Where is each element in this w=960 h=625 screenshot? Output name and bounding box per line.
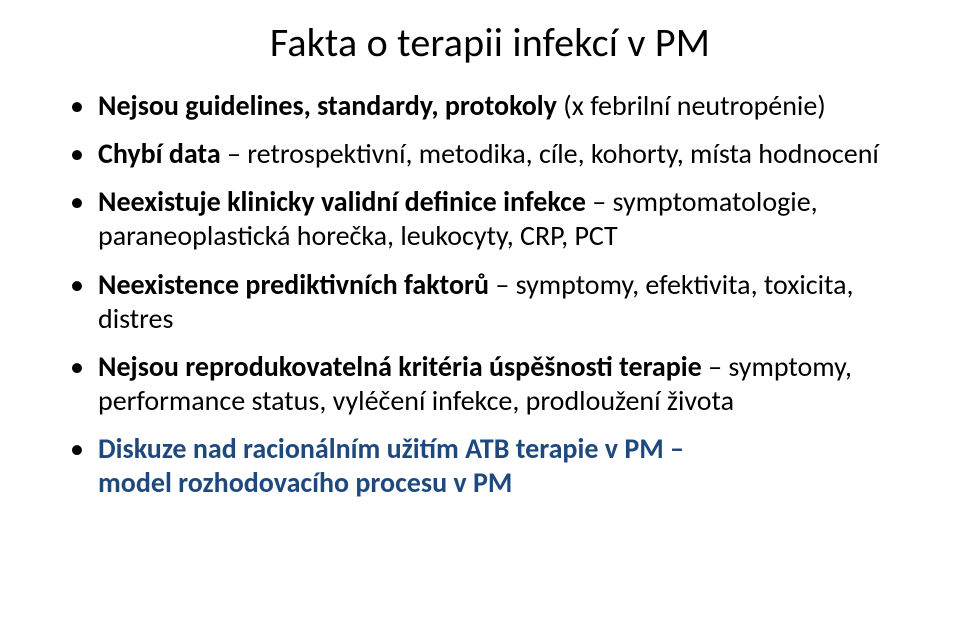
bullet-item: Nejsou guidelines, standardy, protokoly … — [70, 89, 910, 123]
bullet-list: Nejsou guidelines, standardy, protokoly … — [70, 89, 910, 418]
bottom-bullet-line1: Diskuze nad racionálním užitím ATB terap… — [98, 431, 684, 466]
bottom-bullet-list: Diskuze nad racionálním užitím ATB terap… — [70, 432, 910, 500]
bottom-bullet-item: Diskuze nad racionálním užitím ATB terap… — [70, 432, 910, 500]
bullet-sub: (x febrilní neutropénie) — [557, 88, 826, 123]
bullet-sub: – retrospektivní, metodika, cíle, kohort… — [221, 136, 879, 171]
bullet-item: Nejsou reprodukovatelná kritéria úspěšno… — [70, 350, 910, 418]
bullet-bold: Chybí data — [98, 136, 221, 171]
bullet-bold: Nejsou guidelines, standardy, protokoly — [98, 88, 557, 123]
bullet-item: Neexistence prediktivních faktorů – symp… — [70, 268, 910, 336]
bottom-bullet-line2: model rozhodovacího procesu v PM — [98, 465, 512, 500]
bullet-bold: Nejsou reprodukovatelná kritéria úspěšno… — [98, 349, 702, 384]
bullet-bold: Neexistence prediktivních faktorů — [98, 267, 489, 302]
bullet-item: Chybí data – retrospektivní, metodika, c… — [70, 137, 910, 171]
slide-title: Fakta o terapii infekcí v PM — [70, 18, 910, 67]
bullet-item: Neexistuje klinicky validní definice inf… — [70, 185, 910, 253]
slide: Fakta o terapii infekcí v PM Nejsou guid… — [0, 0, 960, 625]
bullet-bold: Neexistuje klinicky validní definice inf… — [98, 184, 586, 219]
